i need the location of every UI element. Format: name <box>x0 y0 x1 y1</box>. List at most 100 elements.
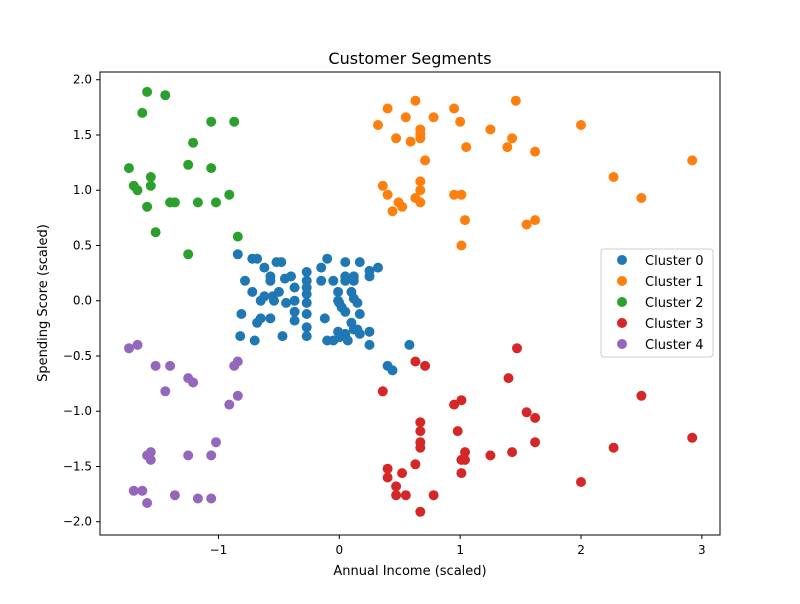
cluster-0-point <box>240 275 250 286</box>
cluster-1-point <box>510 95 521 106</box>
cluster-1-point <box>455 116 466 127</box>
cluster-2-point <box>160 90 171 101</box>
cluster-4-point <box>132 339 143 350</box>
cluster-1-point <box>397 201 408 212</box>
cluster-0-point <box>232 249 243 260</box>
x-tick-label: 2 <box>577 543 585 557</box>
cluster-0-point <box>276 257 287 268</box>
cluster-0-point <box>249 335 260 346</box>
cluster-0-point <box>301 289 312 300</box>
cluster-1-point <box>460 215 470 226</box>
cluster-0-point <box>316 262 327 273</box>
legend-marker <box>617 339 627 349</box>
cluster-0-point <box>352 324 363 335</box>
cluster-1-point <box>420 155 431 166</box>
cluster-0-point <box>265 275 276 286</box>
cluster-0-point <box>277 331 288 342</box>
y-tick-label: −1.0 <box>63 404 92 418</box>
cluster-2-point <box>206 163 217 174</box>
cluster-2-point <box>183 249 194 260</box>
cluster-2-point <box>145 180 156 191</box>
cluster-4-point <box>232 390 243 401</box>
legend-marker <box>617 255 627 265</box>
cluster-2-point <box>150 227 161 238</box>
cluster-3-point <box>521 407 532 418</box>
cluster-0-point <box>373 262 383 273</box>
y-axis-label: Spending Score (scaled) <box>36 224 51 382</box>
cluster-3-point <box>449 399 460 410</box>
legend: Cluster 0 Cluster 1 Cluster 2 Cluster 3 Clus… <box>600 248 714 358</box>
cluster-3-point <box>415 442 426 453</box>
cluster-2-point <box>169 197 180 208</box>
cluster-0-point <box>348 275 359 286</box>
cluster-0-point <box>269 295 279 306</box>
cluster-3-point <box>687 432 698 443</box>
cluster-1-point <box>387 206 398 217</box>
cluster-4-point <box>169 490 180 501</box>
cluster-4-point <box>137 485 148 496</box>
cluster-2-point <box>206 116 217 127</box>
cluster-2-point <box>124 163 134 174</box>
ticks-layer: −1 0 1 2 3 −2.0 −1.5 −1.0 −0.5 0.0 0.5 1.0 1.5 2.0 <box>63 73 706 557</box>
cluster-4-point <box>150 360 161 371</box>
cluster-4-point <box>206 493 217 504</box>
x-tick-label: −1 <box>210 543 228 557</box>
cluster-1-point <box>377 180 388 191</box>
x-axis-label: Annual Income (scaled) <box>333 564 486 579</box>
y-tick-label: 1.0 <box>73 183 92 197</box>
cluster-0-point <box>364 339 375 350</box>
cluster-3-point <box>382 472 393 483</box>
y-tick-label: 0.5 <box>73 238 92 252</box>
cluster-4-point <box>165 360 176 371</box>
cluster-0-point <box>265 313 276 324</box>
cluster-3-point <box>415 417 426 428</box>
cluster-1-point <box>636 193 647 203</box>
legend-label: Cluster 4 <box>645 338 704 353</box>
y-tick-label: 2.0 <box>73 73 92 87</box>
cluster-0-point <box>235 331 246 342</box>
cluster-4-point <box>160 386 171 397</box>
cluster-2-point <box>132 185 143 196</box>
cluster-3-point <box>530 437 541 448</box>
y-tick-label: −1.5 <box>63 459 92 473</box>
cluster-0-point <box>252 253 263 264</box>
cluster-3-point <box>460 447 470 458</box>
cluster-4-point <box>183 450 194 461</box>
legend-label: Cluster 2 <box>645 296 704 311</box>
cluster-2-point <box>145 172 156 182</box>
cluster-1-point <box>502 142 513 153</box>
legend-label: Cluster 1 <box>645 275 704 290</box>
cluster-0-point <box>352 297 363 308</box>
chart-title: Customer Segments <box>328 49 491 68</box>
cluster-1-point <box>415 133 426 144</box>
cluster-1-point <box>456 240 467 251</box>
points-layer <box>124 86 698 517</box>
cluster-1-point <box>485 124 496 135</box>
cluster-3-point <box>397 468 408 479</box>
cluster-4-point <box>229 360 240 371</box>
cluster-0-point <box>342 335 353 346</box>
cluster-1-point <box>382 103 393 114</box>
cluster-0-point <box>328 275 339 286</box>
cluster-3-point <box>503 373 514 384</box>
cluster-3-point <box>415 506 426 517</box>
cluster-1-point <box>405 136 416 147</box>
cluster-0-point <box>289 295 300 306</box>
cluster-4-point <box>188 377 199 388</box>
cluster-2-point <box>188 137 199 148</box>
cluster-0-point <box>340 306 351 317</box>
cluster-1-point <box>687 155 698 166</box>
cluster-0-point <box>247 286 258 297</box>
cluster-3-point <box>420 360 431 371</box>
cluster-0-point <box>289 315 300 326</box>
cluster-2-point <box>183 159 194 170</box>
cluster-3-point <box>576 477 586 487</box>
cluster-3-point <box>410 356 421 367</box>
cluster-0-point <box>289 282 300 293</box>
cluster-0-point <box>301 309 312 319</box>
legend-marker <box>617 297 627 307</box>
plot-frame <box>99 71 721 536</box>
cluster-2-point <box>142 201 153 212</box>
